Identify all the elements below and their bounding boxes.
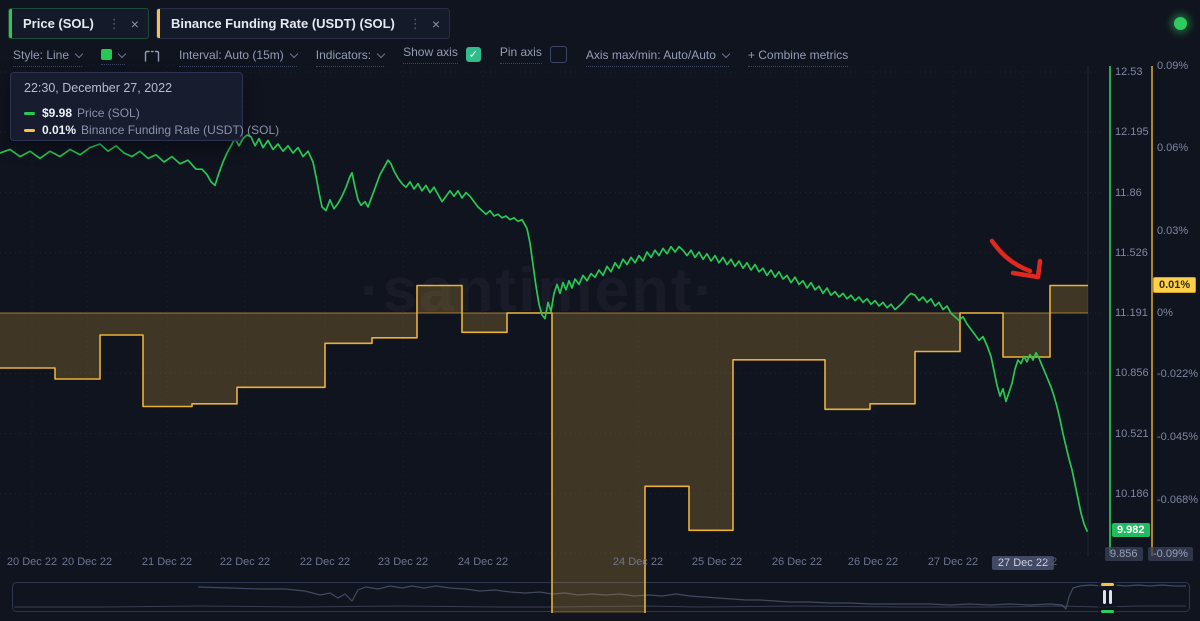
chevron-down-icon <box>74 49 84 58</box>
color-swatch <box>101 49 113 60</box>
interval-label: Interval: Auto (15m) <box>179 47 284 62</box>
brush-handle-green-cap <box>1101 610 1114 613</box>
chevron-down-icon <box>721 49 731 58</box>
interval-dropdown[interactable]: Interval: Auto (15m) <box>179 47 299 67</box>
red-arrow-annotation <box>989 238 1033 274</box>
tab-price-sol[interactable]: Price (SOL) ⋮ × <box>8 8 149 39</box>
live-status-dot[interactable] <box>1174 17 1187 30</box>
chevron-down-icon <box>117 49 127 58</box>
axes-frame-icon[interactable] <box>144 50 160 66</box>
timeline-brush-handle[interactable] <box>1098 581 1117 614</box>
pin-axis-checkbox[interactable] <box>549 46 567 63</box>
tab-label: Price (SOL) <box>23 16 94 31</box>
pin-axis-control: Pin axis <box>499 45 567 69</box>
chart-tooltip: 22:30, December 27, 2022 $9.98 Price (SO… <box>10 72 279 141</box>
tooltip-price-label: Price (SOL) <box>77 106 140 120</box>
check-icon: ✓ <box>468 49 478 61</box>
axis-maxmin-dropdown[interactable]: Axis max/min: Auto/Auto <box>585 47 731 67</box>
tooltip-price-value: $9.98 <box>42 106 73 120</box>
metric-tab-bar: Price (SOL) ⋮ × Binance Funding Rate (US… <box>8 8 451 39</box>
price-series-dash-icon <box>24 111 35 115</box>
brush-grip-bar <box>1109 590 1112 604</box>
red-arrow-head <box>1010 258 1043 280</box>
tab-color-bar <box>9 9 12 38</box>
tab-menu-icon[interactable]: ⋮ <box>107 15 121 31</box>
tooltip-funding-label: Binance Funding Rate (USDT) (SOL) <box>81 123 280 137</box>
tab-close-icon[interactable]: × <box>431 15 441 32</box>
tab-binance-funding-rate[interactable]: Binance Funding Rate (USDT) (SOL) ⋮ × <box>155 8 451 39</box>
tab-close-icon[interactable]: × <box>130 15 139 32</box>
indicators-dropdown[interactable]: Indicators: <box>315 47 386 67</box>
brush-grip-bar <box>1103 590 1106 604</box>
axis-maxmin-label: Axis max/min: Auto/Auto <box>585 47 716 62</box>
pin-axis-label: Pin axis <box>499 45 542 64</box>
tooltip-timestamp: 22:30, December 27, 2022 <box>24 81 173 95</box>
show-axis-control: Show axis ✓ <box>403 45 481 69</box>
combine-metrics-button[interactable]: + Combine metrics <box>747 47 849 67</box>
brush-handle-yellow-cap <box>1101 583 1114 586</box>
show-axis-label: Show axis <box>403 45 458 64</box>
tab-menu-icon[interactable]: ⋮ <box>408 15 422 31</box>
chevron-down-icon <box>376 49 386 58</box>
color-swatch-dropdown[interactable] <box>101 49 127 65</box>
style-dropdown[interactable]: Style: Line <box>13 47 84 67</box>
combine-metrics-label: + Combine metrics <box>747 47 849 62</box>
tooltip-row-price: $9.98 Price (SOL) <box>24 106 234 120</box>
tooltip-row-funding: 0.01% Binance Funding Rate (USDT) (SOL) <box>24 123 279 137</box>
tooltip-funding-value: 0.01% <box>42 123 77 137</box>
funding-series-dash-icon <box>24 128 35 132</box>
tab-color-bar <box>156 9 160 38</box>
tab-label: Binance Funding Rate (USDT) (SOL) <box>170 16 395 31</box>
style-label: Style: Line <box>13 47 70 62</box>
indicators-label: Indicators: <box>315 47 372 62</box>
chevron-down-icon <box>289 49 299 58</box>
chart-toolbar: Style: Line Interval: Auto (15m) Indicat… <box>13 45 849 69</box>
show-axis-checkbox[interactable]: ✓ <box>465 47 481 62</box>
